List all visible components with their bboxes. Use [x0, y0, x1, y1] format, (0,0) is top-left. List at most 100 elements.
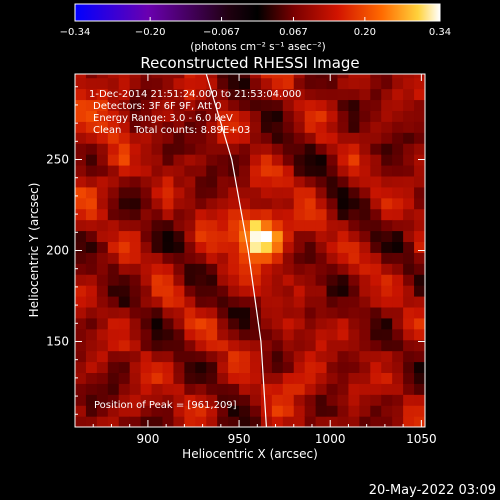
- heatmap-cell: [184, 285, 196, 297]
- heatmap-cell: [293, 143, 306, 155]
- heatmap-cell: [85, 416, 98, 427]
- heatmap-cell: [315, 252, 328, 264]
- annotation-time-range: 1-Dec-2014 21:51:24.000 to 21:53:04.000: [89, 89, 301, 100]
- heatmap-cell: [107, 361, 120, 374]
- heatmap-cell: [271, 416, 284, 427]
- heatmap-cell: [359, 317, 371, 330]
- heatmap-cell: [206, 306, 218, 319]
- heatmap-cell: [282, 306, 295, 319]
- heatmap-cell: [118, 175, 131, 188]
- heatmap-cell: [250, 143, 262, 155]
- heatmap-cell: [337, 339, 350, 352]
- heatmap-cell: [85, 197, 98, 210]
- heatmap-cell: [118, 77, 131, 90]
- heatmap-cell: [326, 175, 339, 188]
- heatmap-cell: [414, 274, 425, 286]
- heatmap-cell: [260, 219, 273, 232]
- heatmap-cell: [151, 175, 164, 188]
- heatmap-cell: [118, 361, 131, 374]
- heatmap-cell: [206, 285, 218, 297]
- heatmap-cell: [381, 77, 393, 90]
- colorbar-tick-label: −0.20: [135, 27, 166, 38]
- heatmap-cell: [370, 241, 382, 253]
- heatmap-cell: [370, 164, 382, 177]
- heatmap-cell: [282, 383, 295, 395]
- heatmap-cell: [217, 88, 229, 101]
- heatmap-cell: [118, 197, 131, 210]
- heatmap-cell: [228, 328, 240, 341]
- heatmap-cell: [184, 361, 196, 374]
- heatmap-cell: [85, 372, 98, 384]
- heatmap-cell: [162, 295, 175, 308]
- heatmap-cell: [228, 175, 240, 188]
- heatmap-cell: [217, 77, 229, 90]
- heatmap-cell: [304, 252, 317, 264]
- heatmap-cell: [129, 405, 142, 417]
- heatmap-cell: [337, 132, 350, 144]
- heatmap-cell: [173, 263, 185, 275]
- heatmap-cell: [403, 383, 415, 395]
- heatmap-cell: [282, 274, 295, 286]
- heatmap-cell: [75, 317, 87, 330]
- heatmap-cell: [129, 285, 142, 297]
- heatmap-cell: [337, 77, 350, 90]
- heatmap-cell: [337, 164, 350, 177]
- heatmap-cell: [282, 197, 295, 210]
- heatmap-cell: [129, 252, 142, 264]
- heatmap-cell: [271, 295, 284, 308]
- heatmap-cell: [96, 74, 109, 79]
- heatmap-cell: [326, 361, 339, 374]
- heatmap-cell: [326, 328, 339, 341]
- heatmap-cell: [85, 186, 98, 199]
- heatmap-cell: [206, 361, 218, 374]
- heatmap-cell: [195, 88, 207, 101]
- heatmap-cell: [140, 164, 153, 177]
- heatmap-cell: [184, 88, 196, 101]
- heatmap-cell: [326, 285, 339, 297]
- heatmap-cell: [414, 230, 425, 243]
- heatmap-cell: [370, 263, 382, 275]
- heatmap-cell: [370, 197, 382, 210]
- heatmap-cell: [151, 361, 164, 374]
- heatmap-cell: [381, 328, 393, 341]
- heatmap-cell: [304, 394, 317, 406]
- heatmap-cell: [151, 317, 164, 330]
- heatmap-cell: [206, 295, 218, 308]
- heatmap-cell: [304, 383, 317, 395]
- heatmap-cell: [206, 394, 218, 406]
- heatmap-cell: [151, 285, 164, 297]
- heatmap-cell: [107, 110, 120, 122]
- heatmap-cell: [337, 219, 350, 232]
- heatmap-cell: [381, 306, 393, 319]
- heatmap-cell: [260, 241, 273, 253]
- heatmap-cell: [359, 285, 371, 297]
- heatmap-cell: [282, 121, 295, 133]
- heatmap-cell: [282, 285, 295, 297]
- heatmap-cell: [381, 405, 393, 417]
- colorbar-tick-label: −0.34: [60, 27, 91, 38]
- x-tick-label: 1000: [315, 432, 346, 446]
- heatmap-cell: [315, 77, 328, 90]
- heatmap-cell: [293, 361, 306, 374]
- heatmap-cell: [293, 383, 306, 395]
- heatmap-cell: [140, 339, 153, 352]
- heatmap-cell: [129, 197, 142, 210]
- heatmap-cell: [250, 317, 262, 330]
- heatmap-cell: [282, 339, 295, 352]
- heatmap-cell: [206, 132, 218, 144]
- heatmap-cell: [107, 394, 120, 406]
- heatmap-cell: [403, 132, 415, 144]
- heatmap-cell: [162, 77, 175, 90]
- heatmap-cell: [250, 306, 262, 319]
- heatmap-cell: [260, 285, 273, 297]
- heatmap-cell: [107, 416, 120, 427]
- heatmap-cell: [75, 372, 87, 384]
- heatmap-cell: [271, 110, 284, 122]
- heatmap-cell: [260, 175, 273, 188]
- solar-limb-curve: [205, 74, 268, 427]
- heatmap-cell: [228, 88, 240, 101]
- heatmap-cell: [173, 317, 185, 330]
- heatmap-cell: [151, 252, 164, 264]
- heatmap-cell: [282, 372, 295, 384]
- heatmap-cell: [107, 77, 120, 90]
